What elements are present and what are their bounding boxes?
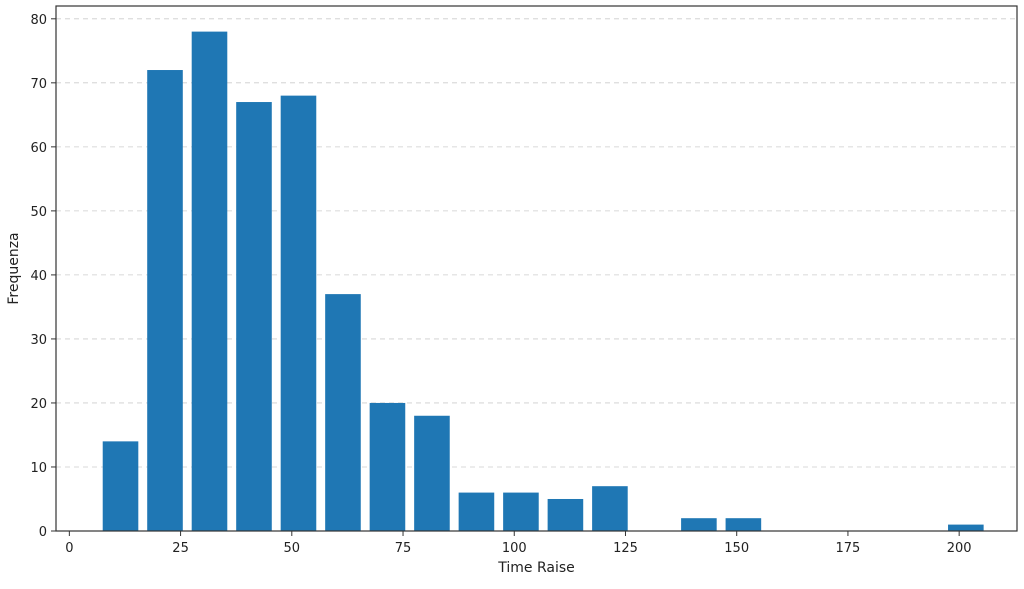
- x-tick-label-0: 0: [65, 541, 73, 556]
- y-tick-label-40: 40: [30, 269, 47, 284]
- x-tick-label-75: 75: [395, 541, 412, 556]
- y-tick-label-60: 60: [30, 141, 47, 156]
- y-tick-label-80: 80: [30, 13, 47, 28]
- bar-120: [592, 486, 628, 531]
- bar-60: [325, 294, 361, 531]
- x-axis-ticks: 0 25 50 75 100 125 150 175 200: [65, 531, 972, 556]
- bar-40: [236, 102, 272, 531]
- bar-10: [102, 441, 139, 531]
- bar-70: [369, 402, 406, 531]
- y-tick-label-10: 10: [30, 461, 47, 476]
- y-axis-label: Frequenza: [6, 232, 22, 304]
- bar-140: [681, 518, 717, 531]
- y-tick-label-50: 50: [30, 205, 47, 220]
- bar-110: [547, 498, 584, 531]
- bars: [102, 31, 984, 532]
- bar-30: [191, 31, 228, 532]
- bar-150: [725, 518, 762, 531]
- x-tick-label-100: 100: [502, 541, 527, 556]
- x-tick-label-175: 175: [836, 541, 861, 556]
- bar-100: [503, 492, 539, 531]
- bar-50: [280, 95, 317, 531]
- y-tick-label-20: 20: [30, 397, 47, 412]
- x-tick-label-200: 200: [947, 541, 972, 556]
- x-tick-label-125: 125: [613, 541, 638, 556]
- x-tick-label-25: 25: [172, 541, 189, 556]
- bar-90: [458, 492, 495, 531]
- y-tick-label-30: 30: [30, 333, 47, 348]
- x-tick-label-150: 150: [724, 541, 749, 556]
- x-tick-label-50: 50: [284, 541, 301, 556]
- bar-200: [948, 524, 984, 531]
- bar-20: [147, 70, 183, 532]
- y-tick-label-70: 70: [30, 77, 47, 92]
- y-tick-label-0: 0: [39, 525, 47, 540]
- y-gridlines: [56, 18, 1017, 468]
- bar-80: [414, 415, 450, 531]
- plot-frame: [55, 5, 1018, 532]
- x-axis-label: Time Raise: [497, 560, 575, 576]
- y-axis-ticks: 0 10 20 30 40 50 60 70 80: [30, 13, 56, 540]
